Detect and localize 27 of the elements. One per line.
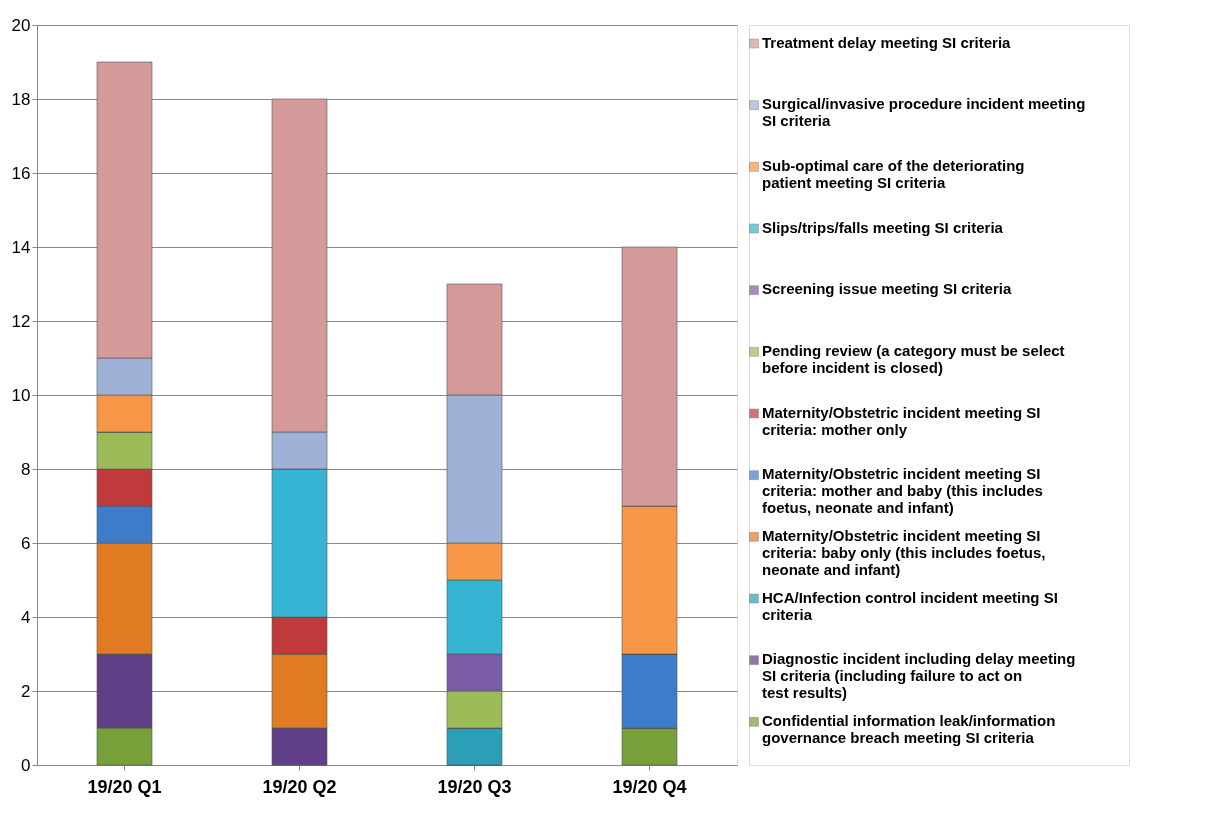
y-tick-label: 20 [11,15,31,35]
legend-label: Sub-optimal care of the deteriorating patient meeting SI criteria [762,156,1025,191]
y-tick-label: 6 [21,533,31,553]
legend-label: Maternity/Obstetric incident meeting SI criteria: mother and baby (this includes foetus, neonate and infant) [762,465,1043,517]
x-tick-label: 19/20 Q3 [437,776,512,797]
legend-label: Maternity/Obstetric incident meeting SI criteria: baby only (this includes foetus, neonate and infant) [762,526,1046,578]
y-tick-label: 4 [21,607,31,627]
y-tick-label: 2 [21,681,31,701]
y-tick-label: 8 [21,459,31,479]
legend-label: Pending review (a category must be select before incident is closed) [762,341,1065,376]
legend-label: Confidential information leak/information governance breach meeting SI criteria [762,711,1056,746]
y-tick-label: 18 [11,89,31,109]
legend-label: HCA/Infection control incident meeting SI criteria [762,588,1058,623]
y-tick-label: 12 [11,311,31,331]
y-tick-label: 16 [11,163,31,183]
y-tick-label: 14 [11,237,31,257]
legend-label: Surgical/invasive procedure incident meeting SI criteria [762,95,1086,130]
y-tick-label: 0 [21,755,31,775]
legend-label: Treatment delay meeting SI criteria [762,33,1012,51]
x-tick-label: 19/20 Q2 [262,776,337,797]
legend-label: Maternity/Obstetric incident meeting SI criteria: mother only [762,403,1041,438]
legend-label: Slips/trips/falls meeting SI criteria [762,218,1004,236]
legend-label: Diagnostic incident including delay meeting SI criteria (including failure to act on test results) [762,650,1076,702]
y-tick-label: 10 [11,385,31,405]
x-tick-label: 19/20 Q4 [612,776,687,797]
x-tick-label: 19/20 Q1 [87,776,162,797]
legend-label: Screening issue meeting SI criteria [762,280,1012,298]
